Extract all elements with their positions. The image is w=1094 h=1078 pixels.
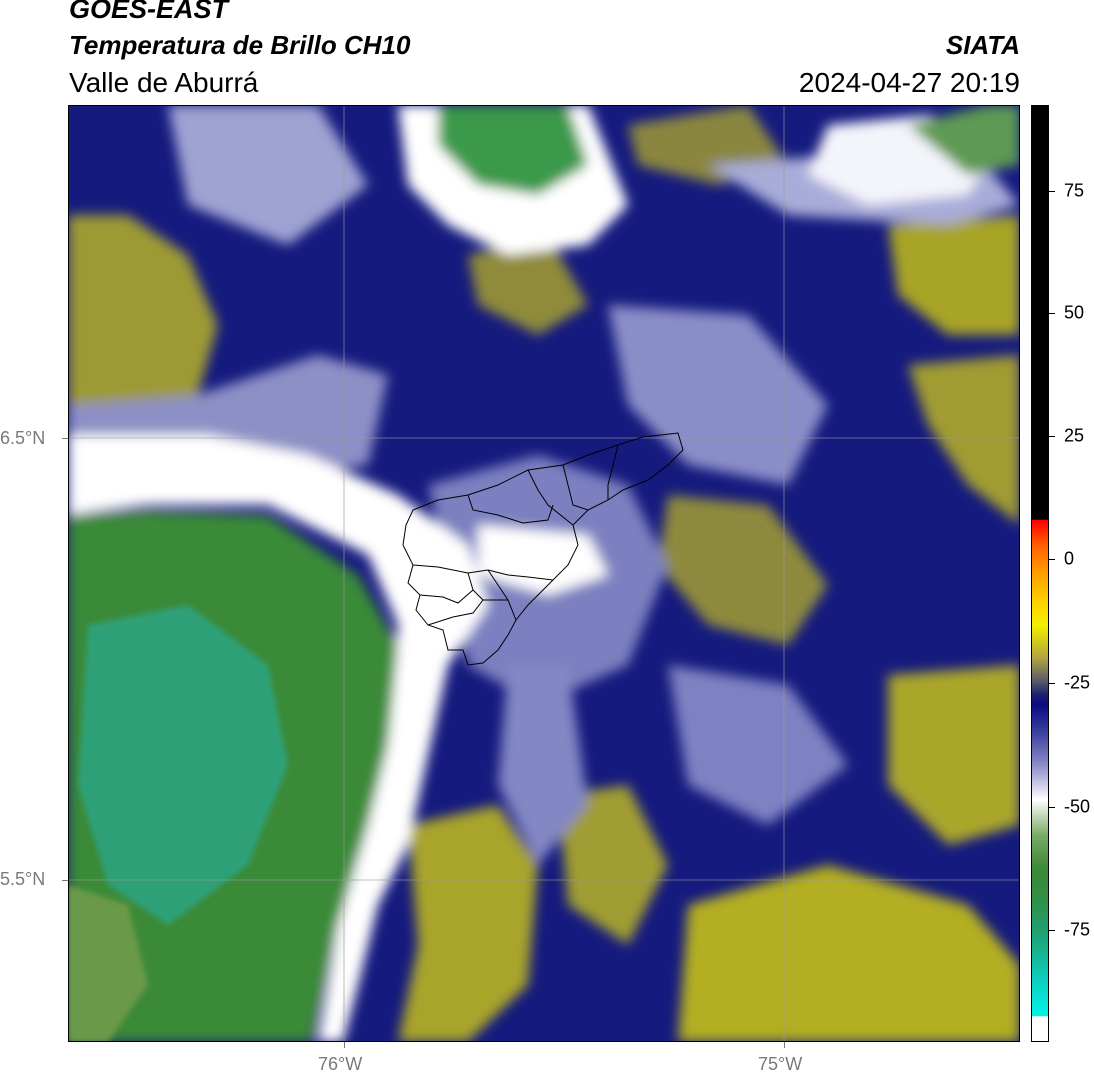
- green-patch-northeast: [908, 105, 1020, 175]
- colorbar-tick-75: [1049, 191, 1055, 192]
- lavender-region-northeast: [608, 305, 828, 485]
- olive-region-south-3: [678, 865, 1020, 1042]
- olive-region-east-mid: [658, 495, 828, 645]
- colorbar-tick-minus-50: [1049, 807, 1055, 808]
- region-title: Valle de Aburrá: [69, 67, 259, 98]
- product-title: Temperatura de Brillo CH10: [69, 30, 411, 60]
- colorbar-tick-0: [1049, 559, 1055, 560]
- lavender-region-east: [668, 665, 848, 825]
- teal-core-southwest: [78, 605, 288, 925]
- latitude-label-5.5N: 5.5°N: [0, 869, 46, 889]
- colorbar-label-50: 50: [1064, 302, 1085, 323]
- olive-region-north-1: [468, 235, 588, 335]
- colorbar: [1031, 105, 1049, 1042]
- longitude-label-76W: 76°W: [318, 1054, 363, 1074]
- colorbar-tick-minus-25: [1049, 683, 1055, 684]
- olive-region-se: [888, 665, 1020, 845]
- colorbar-label-minus-75: -75: [1064, 919, 1091, 940]
- colorbar-label-minus-50: -50: [1064, 796, 1091, 817]
- brightness-temperature-map: [68, 105, 1020, 1042]
- timestamp-title: 2024-04-27 20:19: [798, 67, 1020, 98]
- white-patch-center: [478, 525, 608, 595]
- colorbar-label-25: 25: [1064, 425, 1085, 446]
- lavender-region-south: [498, 665, 588, 865]
- boundary-north-2: [527, 469, 574, 526]
- colorbar-tick-25: [1049, 436, 1055, 437]
- boundary-center-3: [467, 572, 508, 601]
- olive-green-edge: [68, 885, 148, 1042]
- boundary-north-1: [467, 494, 554, 524]
- lon-tick-76W: [344, 1042, 345, 1048]
- colorbar-label-minus-25: -25: [1064, 672, 1091, 693]
- lon-tick-75W: [784, 1042, 785, 1048]
- latitude-label-6.5N: 6.5°N: [0, 428, 46, 448]
- colorbar-tick-50: [1049, 313, 1055, 314]
- agency-title: SIATA: [945, 30, 1020, 60]
- olive-region-south-1: [398, 805, 538, 1042]
- white-band-west: [68, 435, 488, 1042]
- satellite-title: GOES-EAST: [69, 0, 229, 24]
- olive-region-e: [908, 355, 1020, 525]
- lat-tick-5.5N: [62, 880, 68, 881]
- olive-region-nw: [68, 215, 218, 415]
- colorbar-label-75: 75: [1064, 180, 1085, 201]
- municipality-boundaries: [402, 432, 684, 666]
- colorbar-tick-minus-75: [1049, 930, 1055, 931]
- boundary-south-1: [419, 589, 474, 604]
- valle-outline: [402, 432, 684, 666]
- colorbar-label-0: 0: [1064, 548, 1075, 569]
- boundary-north-4: [607, 444, 619, 500]
- lavender-region-north: [168, 105, 368, 245]
- map-canvas: [68, 105, 1020, 1042]
- green-region-north: [438, 105, 588, 195]
- boundary-south-2: [427, 599, 484, 626]
- lat-tick-6.5N: [62, 438, 68, 439]
- olive-region-south-2: [558, 785, 668, 945]
- boundary-north-3: [562, 464, 589, 511]
- olive-region-ne: [888, 215, 1020, 335]
- longitude-label-75W: 75°W: [758, 1054, 803, 1074]
- boundary-center-2: [487, 569, 517, 621]
- gridlines: [68, 105, 1020, 1042]
